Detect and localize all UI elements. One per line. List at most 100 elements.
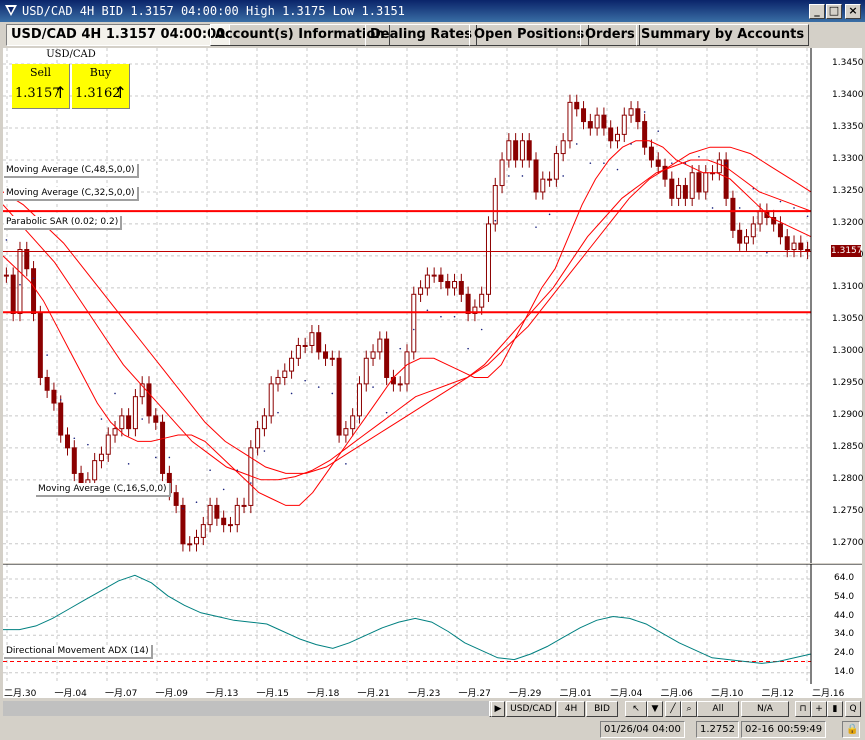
candle-body xyxy=(560,140,566,155)
candle xyxy=(153,408,159,430)
price-tick-label: 1.3300 xyxy=(832,153,864,164)
tab-dealing-rates[interactable]: Dealing Rates xyxy=(365,24,477,46)
candle xyxy=(716,152,722,181)
candle-body xyxy=(10,274,16,314)
crosshair-tool-button[interactable]: + xyxy=(811,701,827,717)
minimize-button[interactable]: _ xyxy=(809,4,825,19)
tab-chart[interactable]: USD/CAD 4H 1.3157 04:00:00 xyxy=(6,24,231,46)
candle-body xyxy=(17,249,23,314)
candle xyxy=(581,101,587,130)
candle-body xyxy=(227,524,233,527)
candle xyxy=(390,369,396,392)
candle-body xyxy=(628,108,634,116)
candle-body xyxy=(404,351,410,385)
adx-chart[interactable] xyxy=(3,564,862,684)
candle-body xyxy=(540,178,546,193)
buy-box[interactable]: Buy 1.3162 ↑ xyxy=(72,64,130,109)
q-button[interactable]: Q xyxy=(845,701,861,717)
adx-tick-label: 24.0 xyxy=(834,648,855,658)
candle xyxy=(791,235,797,258)
tab-account-information[interactable]: Account(s) Information xyxy=(210,24,390,46)
buy-price: 1.3162 xyxy=(75,86,121,101)
candle-body xyxy=(581,108,587,123)
candle-body xyxy=(655,159,661,167)
candle-body xyxy=(547,178,553,181)
price-chart[interactable] xyxy=(3,48,862,563)
indicator-label-adx[interactable]: Directional Movement ADX (14) xyxy=(4,645,153,659)
sar-dot xyxy=(440,315,442,318)
candle xyxy=(743,229,749,251)
ma48-line xyxy=(3,146,812,474)
candle-body xyxy=(98,453,104,462)
candle-body xyxy=(465,293,471,314)
indicator-label-ma32[interactable]: Moving Average (C,32,S,0,0) xyxy=(4,187,139,201)
sar-dot xyxy=(684,162,687,164)
symbol-selector[interactable]: USD/CAD xyxy=(506,701,556,717)
sar-dot xyxy=(372,386,374,388)
candle xyxy=(302,337,308,354)
candle xyxy=(234,497,240,533)
adx-tick-label: 34.0 xyxy=(834,629,855,640)
tab-summary-by-accounts[interactable]: Summary by Accounts xyxy=(636,24,810,46)
time-tick-label: 二月.12 xyxy=(761,689,794,699)
candle-body xyxy=(445,281,451,289)
indicator-label-ma16[interactable]: Moving Average (C,16,S,0,0) xyxy=(36,483,171,497)
candle xyxy=(479,286,485,315)
candle-body xyxy=(397,383,403,386)
sar-dot xyxy=(494,219,497,222)
candle xyxy=(295,337,301,366)
candle xyxy=(261,408,267,437)
sar-dot xyxy=(643,111,646,113)
candle-body xyxy=(614,133,620,142)
cursor-tool-button[interactable]: ↖ xyxy=(625,701,647,717)
sell-label: Sell xyxy=(29,66,52,79)
sar-dot xyxy=(87,443,89,446)
candle xyxy=(587,113,593,136)
zoom-tool-button[interactable]: ⌕ xyxy=(681,701,697,717)
period-selector[interactable]: 4H xyxy=(557,701,585,717)
candle xyxy=(560,133,566,162)
all-button[interactable]: All xyxy=(697,701,739,717)
candle-body xyxy=(737,229,743,244)
sar-dot xyxy=(399,347,402,350)
sar-dot xyxy=(752,187,755,190)
candle xyxy=(377,331,383,360)
marker-tool-button[interactable]: ▮ xyxy=(827,701,843,717)
sar-dot xyxy=(100,418,103,420)
time-tick-label: 二月.01 xyxy=(559,689,592,699)
minimize-icon: _ xyxy=(814,4,820,17)
horizontal-scrollbar[interactable] xyxy=(3,701,503,716)
candle-body xyxy=(777,223,783,238)
tool-dropdown-button[interactable]: ▼ xyxy=(647,701,663,717)
tab-open-positions[interactable]: Open Positions xyxy=(469,24,590,46)
maximize-button[interactable]: □ xyxy=(826,4,842,19)
candle xyxy=(139,376,145,405)
close-button[interactable]: × xyxy=(845,4,861,19)
candle xyxy=(255,420,261,456)
candle-body xyxy=(356,383,362,417)
clock: 02-16 00:59:49 xyxy=(741,721,827,738)
candle xyxy=(506,133,512,168)
candle-body xyxy=(458,281,464,295)
time-tick-label: 二月.10 xyxy=(711,689,744,699)
candle-body xyxy=(750,223,756,238)
side-selector[interactable]: BID xyxy=(586,701,618,717)
adx-tick-label: 64.0 xyxy=(834,573,855,583)
price-chart-panel[interactable] xyxy=(3,48,862,563)
indicator-tool-button[interactable]: ⊓ xyxy=(795,701,811,717)
indicator-label-ma48[interactable]: Moving Average (C,48,S,0,0) xyxy=(4,164,139,178)
candle-body xyxy=(452,281,458,289)
na-button[interactable]: N/A xyxy=(741,701,789,717)
sell-box[interactable]: Sell 1.3157 ↑ xyxy=(12,64,70,109)
sar-dot xyxy=(671,162,673,164)
current-price-tag: 1.3157 xyxy=(831,245,863,258)
trendline-tool-button[interactable]: ╱ xyxy=(665,701,681,717)
indicator-label-sar[interactable]: Parabolic SAR (0.02; 0.2) xyxy=(4,216,123,230)
sar-dot xyxy=(5,239,8,241)
candle-body xyxy=(418,287,424,295)
candle xyxy=(737,222,743,251)
candle-body xyxy=(431,274,437,277)
scroll-right-button[interactable]: ▶ xyxy=(491,701,505,717)
tab-orders[interactable]: Orders xyxy=(580,24,640,46)
adx-chart-panel[interactable] xyxy=(3,564,862,684)
